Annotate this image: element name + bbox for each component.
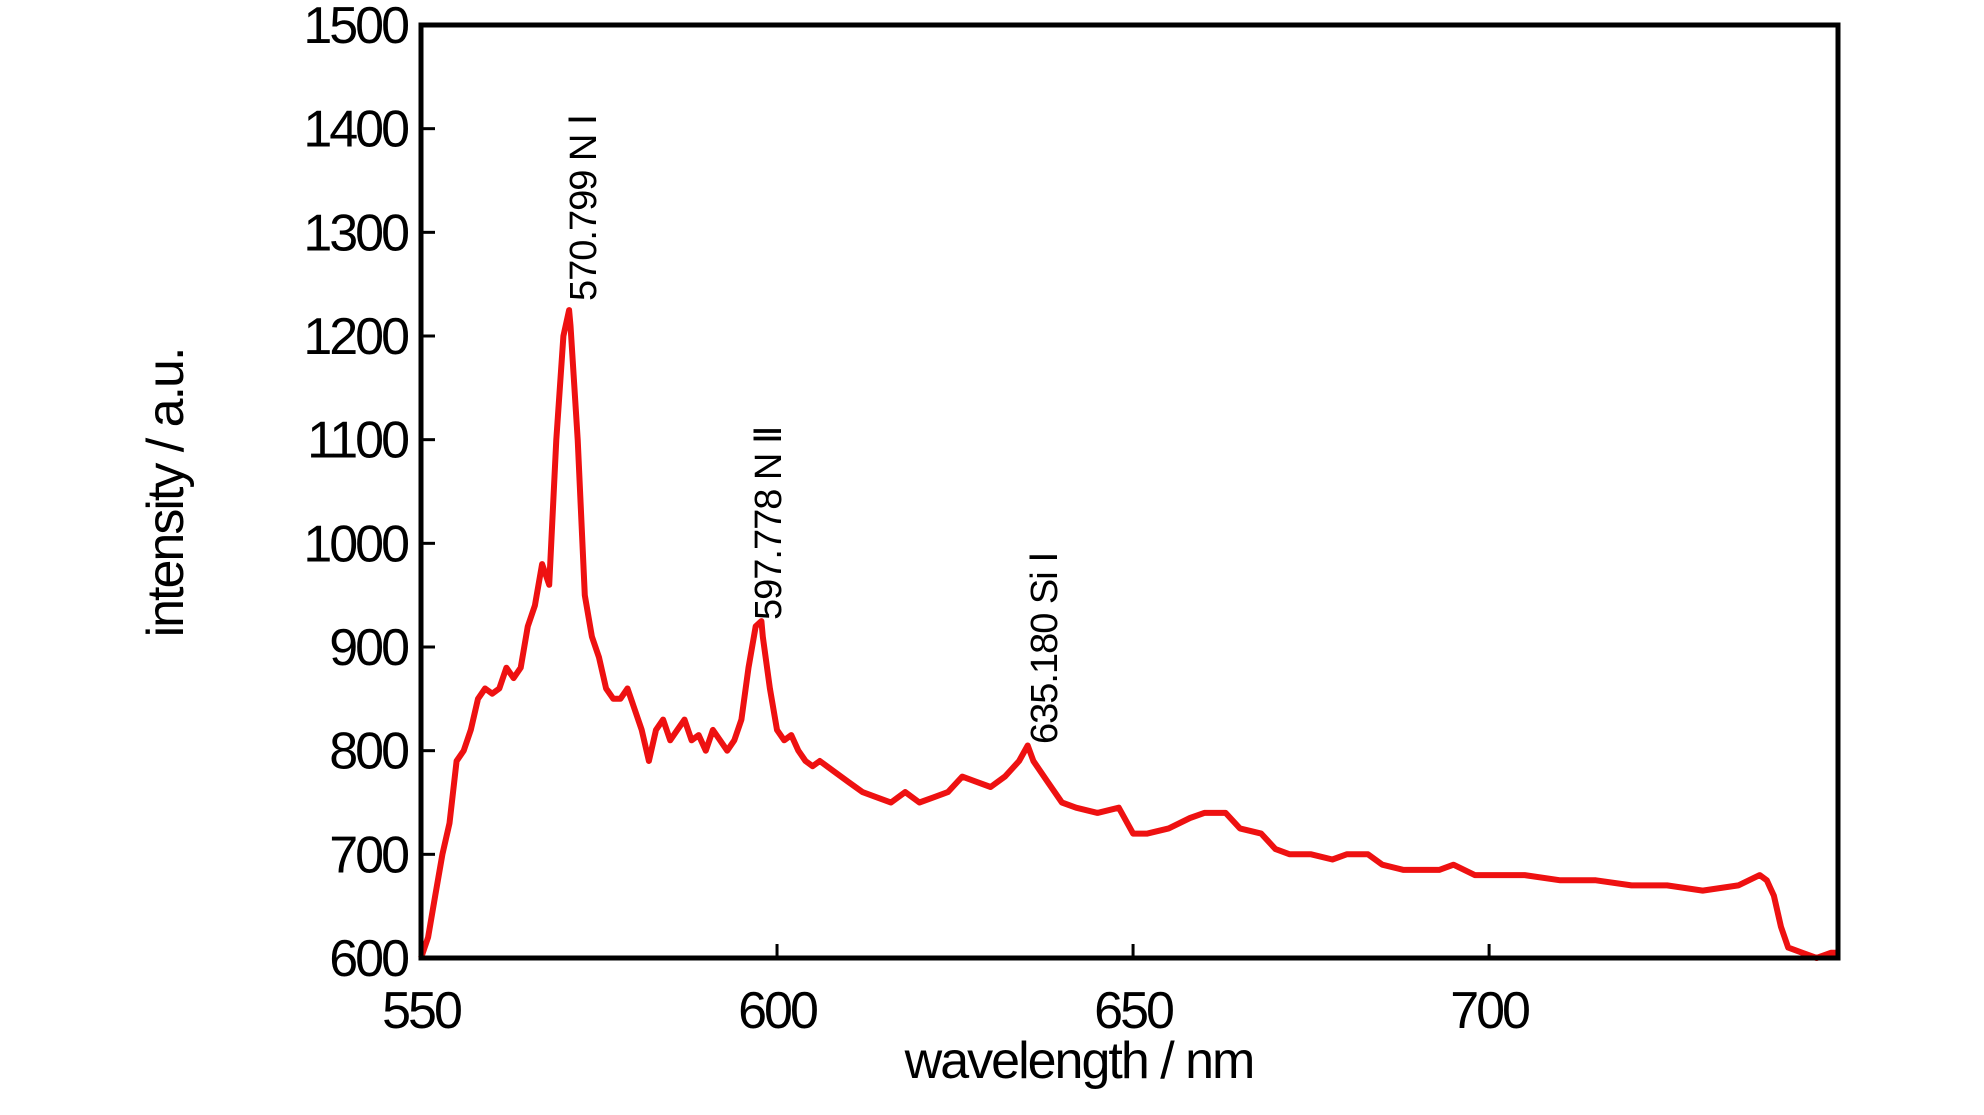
- y-tick-label: 700: [329, 826, 408, 884]
- x-tick-label: 600: [738, 982, 817, 1040]
- y-tick-label: 1300: [303, 204, 408, 262]
- y-tick-label: 1100: [307, 412, 408, 470]
- spectrum-line: [418, 307, 1838, 961]
- y-axis-title: intensity / a.u.: [137, 349, 195, 638]
- y-tick-label: 1200: [303, 308, 408, 366]
- y-tick-label: 600: [329, 930, 408, 988]
- peak-annotation: 570.799 N Ⅰ: [563, 115, 605, 301]
- peak-annotation: 597.778 N Ⅱ: [748, 426, 790, 620]
- y-tick-label: 800: [329, 723, 408, 781]
- x-tick-label: 650: [1094, 982, 1173, 1040]
- y-tick-label: 900: [329, 619, 408, 677]
- y-tick-label: 1000: [303, 515, 408, 573]
- x-tick-label: 550: [382, 982, 461, 1040]
- x-axis-title: wavelength / nm: [904, 1032, 1254, 1090]
- y-tick-label: 1500: [303, 0, 408, 55]
- plot-frame: [418, 22, 1841, 961]
- peak-annotation: 635.180 Si Ⅰ: [1024, 553, 1066, 744]
- x-tick-label: 700: [1450, 982, 1529, 1040]
- y-tick-label: 1400: [303, 101, 408, 159]
